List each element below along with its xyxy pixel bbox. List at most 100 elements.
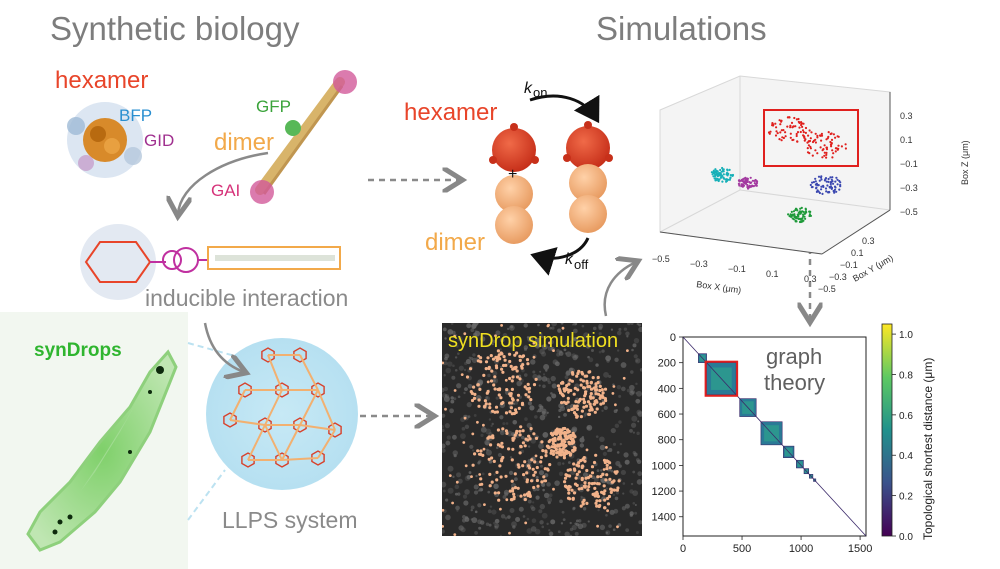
scatter-point [719, 168, 722, 172]
free-particle [508, 531, 511, 535]
droplet-particle [513, 353, 517, 357]
background-particle [512, 402, 516, 406]
background-particle [567, 461, 571, 464]
droplet-particle [478, 387, 482, 391]
background-particle [549, 326, 552, 330]
droplet-particle [575, 472, 579, 476]
scatter-point [806, 147, 809, 150]
droplet-particle [493, 387, 497, 391]
background-particle [614, 423, 620, 429]
droplet-particle [597, 504, 601, 509]
background-particle [559, 350, 563, 354]
plot3d-z-tick: −0.3 [900, 183, 918, 193]
background-particle [513, 477, 518, 482]
llps-dimer-link [264, 424, 283, 461]
background-particle [556, 352, 561, 357]
droplet-particle [581, 502, 585, 506]
background-particle [494, 523, 500, 529]
background-particle [545, 377, 550, 382]
droplet-particle [529, 398, 533, 402]
scatter-point [825, 153, 828, 156]
background-particle [629, 384, 635, 391]
droplet-particle [490, 480, 494, 484]
background-particle [605, 513, 608, 517]
droplet-particle [528, 466, 532, 470]
droplet-particle [530, 458, 534, 462]
background-particle [560, 323, 564, 325]
droplet-particle [498, 464, 502, 468]
background-particle [447, 487, 454, 494]
scatter-point [728, 178, 732, 181]
scatter-point [810, 131, 813, 134]
droplet-particle [493, 410, 497, 414]
droplet-particle [572, 462, 576, 466]
free-particle [616, 525, 619, 529]
droplet-particle [616, 486, 620, 490]
plot3d-x-tick: −0.5 [652, 254, 670, 264]
scatter-point [831, 180, 834, 183]
llps-dimer-link [247, 424, 266, 461]
background-particle [637, 411, 642, 417]
droplet-particle [572, 392, 576, 396]
droplet-particle [508, 401, 512, 405]
droplet-particle [532, 432, 536, 436]
droplet-particle [551, 437, 555, 441]
droplet-particle [563, 480, 567, 484]
background-particle [636, 390, 642, 397]
background-particle [542, 343, 548, 350]
droplet-particle [515, 429, 519, 433]
background-particle [634, 511, 638, 515]
background-particle [596, 469, 600, 473]
background-particle [455, 344, 459, 348]
scatter-point [748, 186, 751, 189]
background-particle [569, 534, 573, 536]
free-particle [442, 525, 444, 528]
droplet-particle [494, 364, 498, 368]
background-particle [442, 413, 446, 418]
background-particle [460, 527, 466, 533]
background-particle [537, 323, 540, 327]
droplet-particle [484, 360, 489, 364]
scatter-point [771, 124, 774, 127]
background-particle [551, 383, 557, 389]
background-particle [530, 359, 536, 365]
scatter-point [818, 179, 821, 182]
scatter-point [837, 147, 840, 150]
background-particle [612, 493, 616, 497]
scatter-point [802, 131, 805, 134]
background-particle [535, 495, 540, 500]
background-particle [463, 368, 467, 372]
gai-label: GAI [211, 181, 240, 200]
background-particle [551, 323, 558, 327]
plot3d-x-tick: −0.1 [728, 264, 746, 274]
background-particle [602, 451, 607, 456]
scatter-point [779, 131, 782, 134]
background-particle [539, 520, 544, 525]
droplet-particle [594, 453, 598, 457]
scatter-point [834, 180, 837, 183]
scatter-point [779, 123, 782, 126]
background-particle [569, 527, 574, 532]
background-particle [635, 398, 641, 404]
background-particle [631, 348, 634, 352]
droplet-particle [526, 362, 530, 366]
koff-label: k [565, 251, 574, 268]
droplet-particle [471, 463, 475, 467]
scatter-point [795, 217, 799, 220]
scatter-point [788, 215, 791, 218]
droplet-particle [602, 484, 606, 488]
scatter-point [799, 217, 802, 220]
droplet-particle [569, 437, 573, 441]
background-particle [442, 481, 447, 488]
background-particle [507, 342, 513, 348]
droplet-particle [522, 473, 526, 477]
droplet-particle [518, 451, 522, 455]
droplet-particle [548, 463, 552, 467]
distance-heatmap: 0 500 1000 1500 0 200 400 600 800 1000 1200 1400 g… [652, 332, 873, 555]
scatter-point [715, 179, 718, 182]
background-particle [477, 519, 483, 525]
background-particle [554, 361, 560, 367]
free-particle [622, 376, 626, 380]
background-particle [598, 350, 602, 354]
droplet-particle [489, 379, 494, 383]
